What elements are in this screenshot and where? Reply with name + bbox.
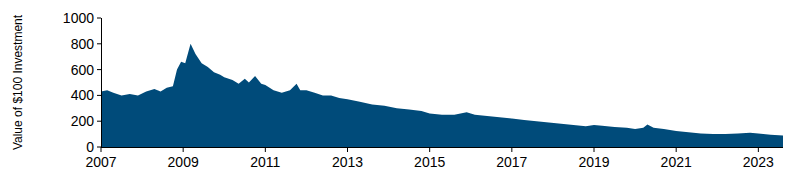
y-tick-label: 200 <box>71 113 95 129</box>
y-tick-label: 800 <box>71 36 95 52</box>
y-tick <box>97 121 101 122</box>
x-tick <box>594 147 595 152</box>
x-tick-label: 2009 <box>168 154 199 170</box>
x-tick-label: 2023 <box>743 154 774 170</box>
x-tick-label: 2017 <box>496 154 527 170</box>
x-tick-label: 2019 <box>578 154 609 170</box>
x-tick-label: 2007 <box>85 154 116 170</box>
x-tick <box>511 147 512 152</box>
x-tick-label: 2021 <box>661 154 692 170</box>
y-tick <box>97 43 101 44</box>
x-tick <box>429 147 430 152</box>
chart: 0 200 400 600 800 1000 2007 2009 2011 2013 2015 201… <box>0 0 787 180</box>
x-tick-label: 2015 <box>414 154 445 170</box>
y-axis-line <box>101 18 102 147</box>
x-tick <box>676 147 677 152</box>
y-tick-label: 400 <box>71 87 95 103</box>
x-tick <box>265 147 266 152</box>
x-tick <box>101 147 102 152</box>
x-axis-line <box>101 147 783 148</box>
y-tick <box>97 147 101 148</box>
y-tick-label: 1000 <box>63 10 94 26</box>
y-tick <box>97 95 101 96</box>
x-tick <box>183 147 184 152</box>
x-tick-label: 2013 <box>332 154 363 170</box>
y-axis-label: Value of $100 Investment <box>11 14 25 150</box>
area <box>101 44 783 147</box>
y-tick <box>97 69 101 70</box>
y-tick <box>97 18 101 19</box>
y-tick-label: 600 <box>71 62 95 78</box>
x-tick <box>758 147 759 152</box>
x-tick-label: 2011 <box>250 154 280 170</box>
y-tick-label: 0 <box>86 139 94 155</box>
plot-area <box>101 44 783 147</box>
x-tick <box>347 147 348 152</box>
